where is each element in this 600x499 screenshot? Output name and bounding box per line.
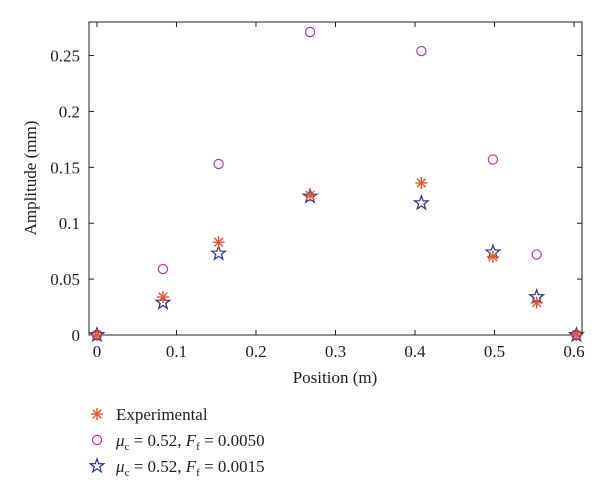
f-symbol: F	[185, 457, 197, 476]
y-axis-label: Amplitude (mm)	[21, 121, 40, 236]
asterisk-point	[486, 250, 499, 263]
x-tick-label: 0.1	[166, 342, 187, 361]
legend-label-experimental: Experimental	[116, 405, 208, 424]
circle-point	[304, 26, 316, 38]
x-tick-label: 0.4	[404, 342, 426, 361]
x-tick-label: 0.3	[325, 342, 346, 361]
x-tick-label: 0.2	[245, 342, 266, 361]
mu-value: = 0.52,	[129, 431, 185, 450]
y-tick-label: 0	[72, 326, 81, 345]
f-value: = 0.0015	[200, 457, 265, 476]
circle-point	[416, 45, 427, 57]
f-subscript: f	[196, 467, 200, 479]
x-tick-label: 0.6	[563, 342, 584, 361]
circle-point	[531, 249, 542, 260]
asterisk-point	[415, 176, 428, 189]
f-symbol: F	[185, 431, 197, 450]
x-tick-labels: 0 0.1 0.2 0.3 0.4 0.5 0.6	[93, 342, 585, 361]
legend-asterisk-marker	[91, 408, 103, 420]
legend-label-0: Experimental	[116, 405, 208, 424]
y-tick-label: 0.25	[50, 47, 80, 66]
mu-symbol: μ	[115, 431, 125, 450]
star-point	[154, 293, 172, 310]
y-tick-label: 0.05	[50, 270, 80, 289]
circle-point	[487, 154, 499, 165]
legend-label-ff-0015: μc = 0.52, Ff = 0.0015	[115, 457, 265, 479]
asterisk-point	[304, 189, 317, 202]
circle-point	[213, 158, 224, 170]
asterisk-point	[156, 290, 169, 303]
mu-subscript: c	[125, 441, 130, 453]
x-tick-label: 0	[93, 342, 102, 361]
plot-area	[88, 21, 583, 336]
asterisk-point	[90, 329, 103, 341]
data-points	[88, 26, 585, 343]
asterisk-point	[212, 236, 225, 249]
circle-point	[157, 263, 169, 275]
legend-markers	[88, 408, 106, 474]
axis-ticks	[89, 22, 582, 336]
legend-circle-marker	[91, 434, 103, 446]
f-subscript: f	[196, 441, 200, 453]
x-tick-label: 0.5	[484, 342, 505, 361]
mu-value: = 0.52,	[129, 457, 185, 476]
y-tick-labels: 0 0.05 0.1 0.15 0.2 0.25	[50, 47, 80, 345]
y-tick-label: 0.15	[50, 158, 80, 177]
y-tick-label: 0.2	[59, 102, 80, 121]
y-tick-label: 0.1	[59, 214, 80, 233]
legend-label-ff-0050: μc = 0.52, Ff = 0.0050	[115, 431, 265, 453]
f-value: = 0.0050	[200, 431, 265, 450]
legend: Experimental μc = 0.52, Ff = 0.0050 μc =…	[88, 405, 265, 479]
x-axis-label: Position (m)	[293, 368, 378, 387]
star-point	[412, 194, 430, 211]
star-point	[210, 244, 228, 261]
mu-symbol: μ	[115, 457, 125, 476]
asterisk-point	[570, 329, 583, 341]
asterisk-point	[530, 296, 543, 309]
mu-subscript: c	[125, 467, 130, 479]
legend-star-marker	[88, 456, 106, 474]
